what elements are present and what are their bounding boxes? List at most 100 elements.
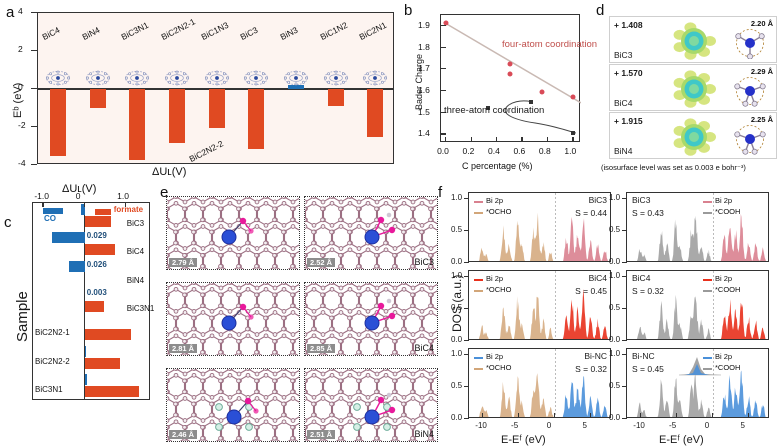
panel-a-ytick: 4 bbox=[18, 6, 23, 16]
panel-f-ytick: 0.0 bbox=[609, 335, 621, 344]
panel-f-ytick-mark bbox=[622, 308, 627, 310]
panel-b-point-three-atom bbox=[486, 106, 491, 111]
panel-f-plot-name: Bi-NC bbox=[632, 351, 655, 361]
panel-f-xlabel: E-Eᶠ (eV) bbox=[501, 434, 546, 446]
panel-d-card: + 1.408 BiC3 2.20 Å bbox=[609, 16, 777, 63]
panel-f-ytick: 1.0 bbox=[451, 271, 463, 281]
panel-c-legend-co-swatch bbox=[43, 208, 63, 214]
panel-b-point-four-atom bbox=[539, 89, 545, 95]
panel-b-ytick: 1.4 bbox=[418, 128, 430, 139]
panel-f-s-value: S = 0.32 bbox=[632, 286, 664, 296]
panel-e-structure-cell: 2.52 Å BiC3 bbox=[304, 196, 438, 270]
panel-c-bar-co bbox=[69, 260, 85, 272]
panel-f-xtick: -5 bbox=[669, 421, 677, 430]
panel-b-ytick: 1.5 bbox=[418, 106, 430, 117]
panel-c-xtick-mark bbox=[125, 202, 127, 207]
panel-c-row-label: BiC4 bbox=[126, 247, 145, 257]
panel-f-xtick: -5 bbox=[511, 421, 519, 430]
panel-c-bar-co bbox=[84, 373, 87, 385]
panel-b-xtick: 0.0 bbox=[437, 146, 449, 156]
panel-a-structure-icon bbox=[323, 70, 349, 86]
panel-a-structure-icon bbox=[164, 70, 190, 86]
panel-e-distance-chip: 2.85 Å bbox=[307, 344, 336, 353]
panel-f-s-value: S = 0.32 bbox=[575, 364, 607, 374]
panel-a-ytick: -4 bbox=[18, 158, 26, 168]
panel-a-structure-icon bbox=[243, 70, 269, 86]
panel-f-xtick-mark bbox=[640, 413, 642, 418]
panel-a-bar bbox=[367, 89, 384, 138]
panel-f-xtick: 5 bbox=[582, 421, 587, 430]
panel-c-bar-co bbox=[84, 345, 87, 357]
panel-f-dos-plot: Bi 2p *COOH BiC3 S = 0.43 bbox=[626, 192, 769, 262]
panel-b-ytick-mark bbox=[441, 89, 446, 92]
panel-e-structure-cell: 2.79 Å bbox=[166, 196, 300, 270]
panel-f-ytick-mark bbox=[622, 386, 627, 388]
panel-f-ytick-mark bbox=[464, 198, 469, 200]
panel-f-xtick-mark bbox=[711, 413, 713, 418]
panel-b-xtick: 0.6 bbox=[513, 146, 526, 156]
panel-e-distance-chip: 2.51 Å bbox=[307, 430, 336, 439]
panel-f-ytick: 1.0 bbox=[609, 193, 621, 203]
panel-a-bottom-label: ΔUʟ(V) bbox=[152, 166, 187, 178]
panel-c-xtick-mark bbox=[42, 202, 44, 207]
panel-f-dos-plot: Bi 2p *COOH Bi-NC S = 0.45 bbox=[626, 348, 769, 418]
panel-f-fermi-line bbox=[554, 349, 556, 417]
panel-f-xtick: 0 bbox=[546, 421, 552, 430]
panel-a-ytick-mark bbox=[31, 50, 37, 52]
panel-b-point-four-atom bbox=[507, 71, 513, 77]
panel-d-charge-value: + 1.570 bbox=[614, 68, 643, 78]
panel-f-ytick-mark bbox=[622, 354, 627, 356]
panel-f-ytick: 0.0 bbox=[451, 413, 463, 422]
panel-e-structure-cell: 2.85 Å BiC4 bbox=[304, 282, 438, 356]
panel-a-ytick-mark bbox=[31, 126, 37, 128]
panel-a-structure-icon bbox=[45, 70, 71, 86]
panel-f-ytick: 0.5 bbox=[451, 303, 463, 313]
panel-b-plot-area bbox=[440, 14, 581, 142]
panel-d-ballstick-icon bbox=[728, 121, 772, 160]
panel-f-legend-adsorbate: *COOH bbox=[715, 285, 741, 294]
panel-d-distance-label: 2.20 Å bbox=[750, 19, 773, 28]
panel-d-ballstick-icon bbox=[728, 25, 772, 64]
panel-a-bar bbox=[248, 89, 265, 149]
panel-f-s-value: S = 0.45 bbox=[575, 286, 607, 296]
panel-e-structure-cell: 2.51 Å BiN4 bbox=[304, 368, 438, 442]
panel-e-structure-name: BiC3 bbox=[414, 257, 434, 267]
panel-f-ytick-mark bbox=[464, 354, 469, 356]
panel-e-structure-cell: 2.46 Å bbox=[166, 368, 300, 442]
panel-c-xtick: 0 bbox=[75, 191, 81, 201]
panel-f-inset-icon bbox=[679, 355, 721, 381]
panel-f-legend-bi2p-line bbox=[474, 357, 483, 359]
panel-c-bar-co bbox=[81, 204, 85, 216]
panel-f-ytick-mark bbox=[464, 340, 469, 342]
panel-f-legend-adsorbate: *OCHO bbox=[486, 285, 512, 294]
panel-a-ytick: -2 bbox=[18, 120, 26, 130]
panel-b: b Bader Charge C percentage (%) 0.0 0.2 0.… bbox=[400, 0, 597, 182]
panel-b-ytick-mark bbox=[441, 133, 446, 135]
panel-f-dos-plot: Bi 2p *COOH BiC4 S = 0.32 bbox=[626, 270, 769, 340]
panel-f-ytick-mark bbox=[622, 262, 627, 264]
panel-b-ytick-mark bbox=[441, 24, 446, 27]
panel-a-bar bbox=[89, 89, 106, 109]
panel-d-structure-name: BiC4 bbox=[614, 98, 633, 108]
panel-f-legend-bi2p-line bbox=[474, 279, 483, 281]
panel-a-bar bbox=[327, 89, 344, 107]
panel-f-ytick-mark bbox=[622, 340, 627, 342]
panel-d-card: + 1.915 BiN4 2.25 Å bbox=[609, 112, 777, 159]
panel-b-ytick-mark bbox=[441, 46, 446, 48]
panel-f-legend-bi2p-line bbox=[703, 357, 712, 359]
panel-c-row-label: BiN4 bbox=[126, 275, 145, 285]
panel-a-bar bbox=[49, 89, 66, 157]
panel-b-xtick-mark bbox=[546, 137, 549, 142]
panel-b-xtick-mark bbox=[572, 137, 574, 142]
panel-d-ballstick-icon bbox=[728, 73, 772, 112]
panel-f-ytick-mark bbox=[464, 230, 469, 232]
panel-f-ytick-mark bbox=[464, 386, 469, 388]
panel-b-xlabel: C percentage (%) bbox=[462, 161, 533, 171]
panel-f-ytick: 0.0 bbox=[609, 257, 621, 266]
panel-e-distance-chip: 2.46 Å bbox=[169, 430, 198, 439]
panel-f-plot-name: BiC4 bbox=[632, 273, 651, 283]
panel-f-legend-adsorbate-line bbox=[703, 290, 712, 292]
panel-b-ytick-mark bbox=[441, 111, 446, 113]
panel-f-xtick: 5 bbox=[740, 421, 745, 430]
panel-d-structure-name: BiC3 bbox=[614, 50, 633, 60]
